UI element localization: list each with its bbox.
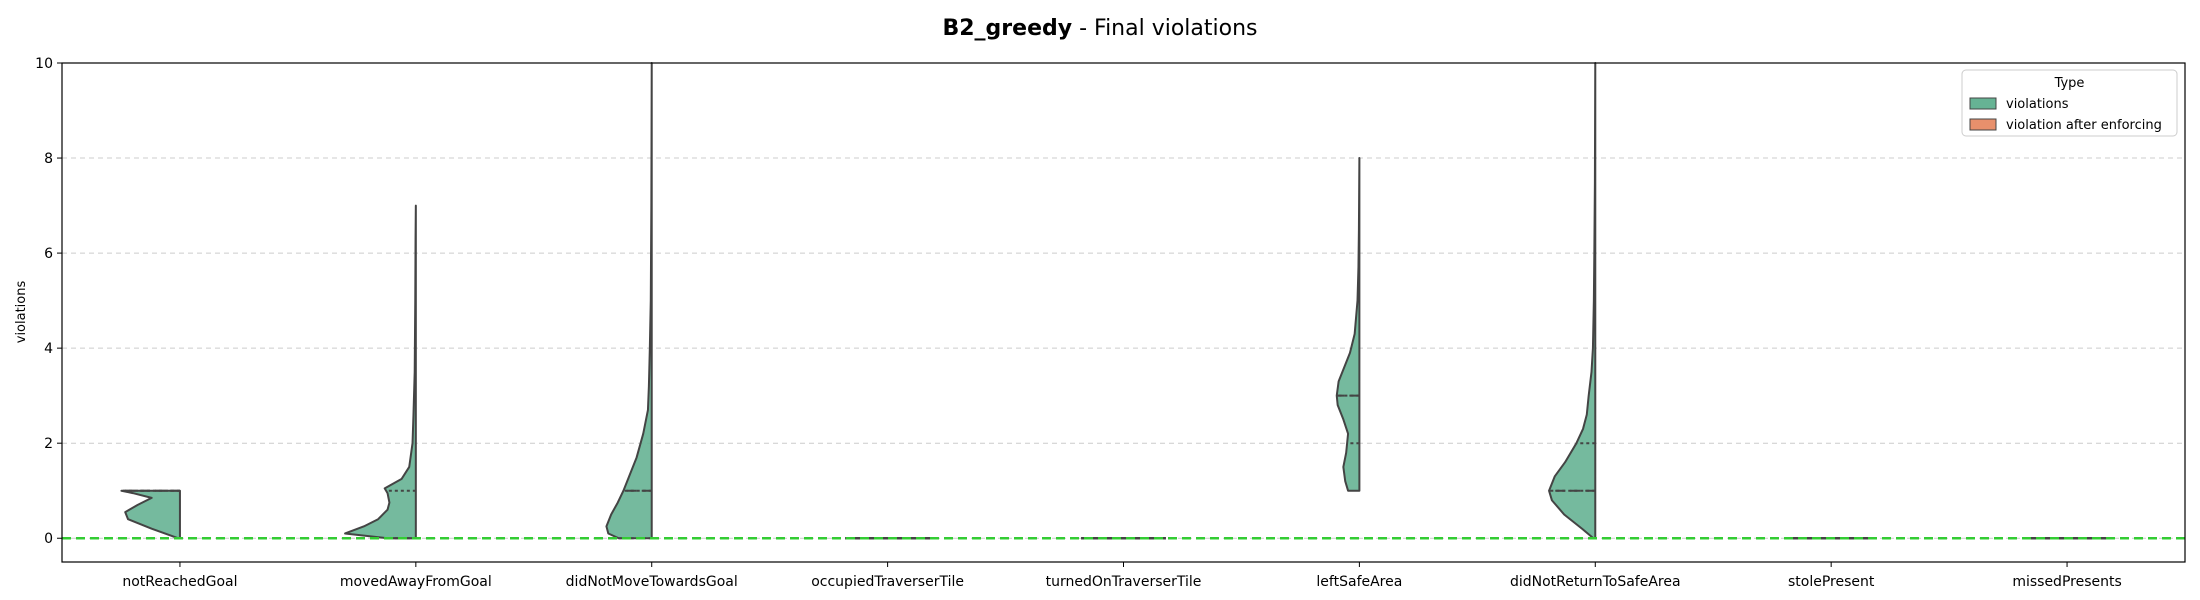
violin-leftSafeArea <box>1335 157 1361 492</box>
y-tick-label: 6 <box>44 246 53 262</box>
legend-box <box>1961 69 2178 137</box>
legend-swatch <box>1969 97 1997 110</box>
violin-didNotReturnToSafeArea <box>1548 62 1597 540</box>
grid-lines <box>62 62 2185 539</box>
y-axis-label: violations <box>14 281 29 344</box>
legend: Type violations violation after enforcing <box>1961 69 2178 137</box>
violin-movedAwayFromGoal <box>344 204 417 540</box>
x-tick-label-leftSafeArea: leftSafeArea <box>1316 574 1402 590</box>
y-tick-label: 10 <box>35 56 53 72</box>
violin-notReachedGoal <box>120 489 181 540</box>
x-tick-label-missedPresents: missedPresents <box>2012 574 2121 590</box>
y-axis: 0 2 4 6 8 10 <box>35 56 62 547</box>
x-axis: notReachedGoal movedAwayFromGoal didNotMov… <box>122 562 2122 590</box>
x-tick-label-turnedOnTraverserTile: turnedOnTraverserTile <box>1046 574 1202 590</box>
legend-entry: violation after enforcing <box>2006 118 2162 133</box>
y-tick-label: 0 <box>44 531 53 547</box>
x-tick-label-occupiedTraverserTile: occupiedTraverserTile <box>811 574 964 590</box>
y-tick-label: 4 <box>44 341 53 357</box>
legend-entry: violations <box>2006 97 2069 112</box>
chart-title-bold: B2_greedy <box>942 16 1072 41</box>
plot-frame <box>61 62 2186 563</box>
y-tick-label: 2 <box>44 436 53 452</box>
x-tick-label-movedAwayFromGoal: movedAwayFromGoal <box>340 574 492 590</box>
chart-title: B2_greedy - Final violations <box>942 16 1257 41</box>
y-tick-label: 8 <box>44 151 53 167</box>
legend-swatch <box>1969 118 1997 131</box>
x-tick-label-notReachedGoal: notReachedGoal <box>122 574 237 590</box>
x-tick-label-didNotMoveTowardsGoal: didNotMoveTowardsGoal <box>566 574 738 590</box>
legend-title: Type <box>2054 76 2085 91</box>
violins <box>120 62 2110 540</box>
chart-title-rest: - Final violations <box>1072 16 1257 41</box>
x-tick-label-didNotReturnToSafeArea: didNotReturnToSafeArea <box>1510 574 1681 590</box>
violin-didNotMoveTowardsGoal <box>605 62 653 540</box>
x-tick-label-stolePresent: stolePresent <box>1788 574 1875 590</box>
